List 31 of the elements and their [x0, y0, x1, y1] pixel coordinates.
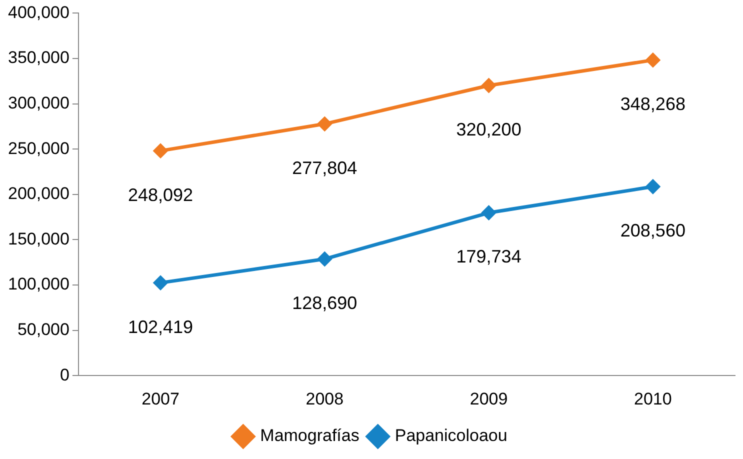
data-label: 320,200: [456, 119, 522, 140]
data-label: 128,690: [292, 292, 358, 313]
y-tick-label: 0: [60, 365, 70, 384]
y-tick-label: 400,000: [8, 2, 70, 22]
y-tick-label: 150,000: [8, 229, 70, 248]
y-tick-label: 350,000: [8, 48, 70, 68]
legend-label: Mamografías: [260, 426, 360, 446]
y-tick-label: 300,000: [8, 93, 70, 112]
point: [317, 252, 332, 267]
data-label: 179,734: [456, 246, 522, 267]
point: [153, 275, 168, 290]
x-tick-label: 2007: [142, 389, 180, 408]
x-tick-label: 2009: [470, 389, 508, 408]
data-label: 348,268: [620, 94, 686, 114]
y-tick-label: 100,000: [8, 274, 70, 294]
x-tick-label: 2008: [306, 389, 344, 408]
legend-label: Papanicoloaou: [394, 426, 508, 446]
point: [481, 205, 496, 220]
point: [481, 78, 496, 93]
data-label: 277,804: [292, 158, 358, 178]
y-tick-label: 200,000: [8, 184, 70, 204]
x-tick-label: 2010: [634, 389, 672, 408]
data-label: 248,092: [128, 184, 194, 205]
point: [645, 179, 660, 194]
point: [317, 116, 332, 132]
point: [645, 52, 660, 68]
data-label: 208,560: [620, 220, 686, 241]
data-label: 102,419: [128, 316, 194, 337]
point: [153, 143, 168, 158]
y-tick-label: 50,000: [17, 320, 70, 339]
y-tick-label: 250,000: [8, 138, 70, 158]
